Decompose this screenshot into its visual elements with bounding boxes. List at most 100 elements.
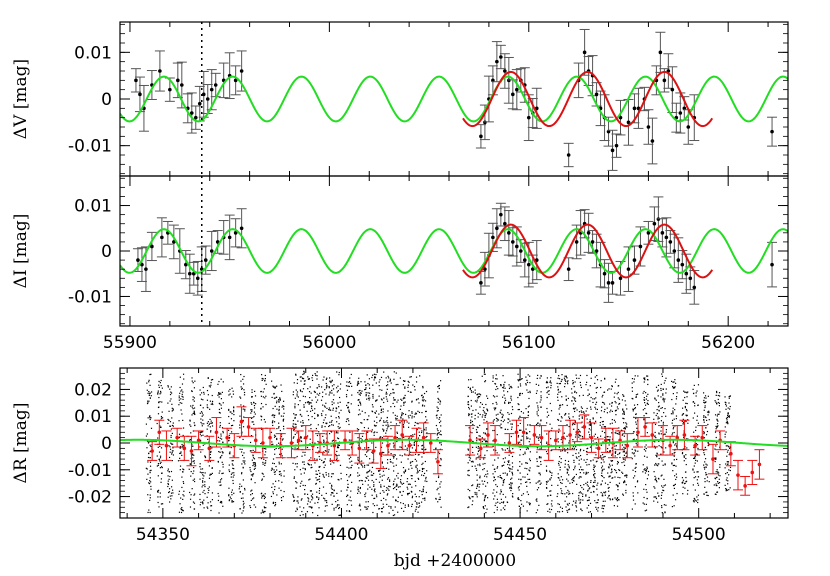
raw-point — [304, 493, 306, 495]
raw-point — [616, 498, 618, 500]
raw-point — [328, 473, 330, 475]
raw-point — [292, 419, 295, 422]
raw-point — [608, 463, 611, 465]
raw-point — [499, 412, 502, 414]
raw-point — [240, 404, 242, 406]
raw-point — [365, 395, 367, 397]
raw-point — [395, 423, 398, 425]
raw-point — [373, 379, 375, 381]
raw-point — [643, 378, 645, 380]
raw-point — [535, 482, 537, 484]
raw-point — [202, 434, 204, 436]
raw-point — [375, 410, 378, 412]
raw-point — [146, 468, 148, 470]
raw-point — [619, 477, 621, 479]
raw-point — [326, 384, 328, 387]
raw-point — [619, 452, 621, 454]
raw-column — [492, 374, 500, 514]
raw-point — [179, 392, 181, 394]
raw-point — [504, 402, 506, 404]
raw-point — [647, 399, 649, 402]
raw-point — [302, 373, 304, 376]
raw-point — [510, 397, 512, 399]
raw-point — [371, 479, 373, 482]
raw-point — [618, 402, 621, 405]
raw-point — [654, 423, 657, 426]
raw-point — [479, 465, 481, 467]
raw-point — [475, 446, 477, 448]
raw-point — [546, 377, 548, 379]
raw-point — [558, 382, 560, 385]
raw-point — [614, 410, 617, 412]
raw-point — [567, 480, 569, 482]
raw-point — [397, 496, 399, 498]
raw-point — [440, 457, 442, 460]
raw-point — [264, 464, 266, 467]
raw-point — [376, 431, 378, 434]
raw-point — [386, 420, 388, 422]
raw-point — [203, 393, 205, 395]
raw-point — [371, 404, 374, 406]
raw-point — [567, 452, 569, 454]
raw-point — [607, 483, 609, 486]
raw-point — [538, 504, 540, 506]
raw-point — [596, 508, 598, 510]
raw-point — [385, 424, 387, 426]
raw-point — [657, 406, 660, 408]
raw-point — [437, 391, 439, 393]
raw-point — [317, 479, 319, 481]
raw-point — [645, 447, 647, 450]
raw-point — [189, 419, 191, 421]
raw-point — [547, 503, 549, 505]
raw-point — [573, 447, 575, 449]
raw-point — [385, 467, 388, 469]
raw-point — [231, 412, 233, 415]
raw-point — [262, 396, 264, 398]
raw-point — [276, 444, 278, 446]
raw-point — [606, 451, 609, 453]
raw-point — [476, 469, 478, 471]
raw-point — [326, 504, 328, 507]
raw-point — [193, 460, 195, 462]
raw-point — [367, 418, 369, 421]
raw-point — [581, 509, 583, 512]
raw-point — [469, 498, 471, 500]
raw-point — [393, 392, 395, 394]
raw-point — [685, 438, 687, 440]
data-point — [530, 267, 535, 271]
raw-point — [304, 402, 307, 404]
raw-point — [603, 402, 605, 404]
raw-point — [250, 435, 253, 437]
raw-point — [581, 417, 583, 419]
raw-point — [281, 448, 283, 450]
raw-point — [318, 492, 320, 494]
raw-point — [295, 374, 297, 376]
raw-point — [520, 410, 523, 413]
raw-point — [250, 490, 252, 492]
raw-point — [358, 399, 360, 401]
raw-point — [200, 435, 202, 437]
raw-point — [158, 386, 160, 388]
raw-point — [575, 456, 578, 458]
raw-point — [583, 449, 585, 452]
raw-point — [280, 499, 283, 502]
raw-point — [378, 381, 380, 383]
raw-point — [209, 431, 212, 433]
raw-point — [171, 424, 174, 427]
raw-point — [407, 492, 409, 495]
raw-point — [504, 457, 506, 459]
raw-point — [507, 391, 509, 393]
raw-point — [408, 417, 410, 419]
raw-point — [373, 497, 375, 500]
raw-point — [316, 414, 319, 416]
raw-point — [503, 478, 505, 481]
raw-point — [411, 495, 414, 497]
raw-point — [326, 501, 328, 504]
raw-point — [603, 505, 606, 507]
raw-point — [314, 442, 316, 444]
raw-point — [477, 416, 479, 418]
raw-point — [324, 464, 326, 466]
raw-column — [299, 370, 307, 517]
raw-point — [252, 464, 254, 467]
